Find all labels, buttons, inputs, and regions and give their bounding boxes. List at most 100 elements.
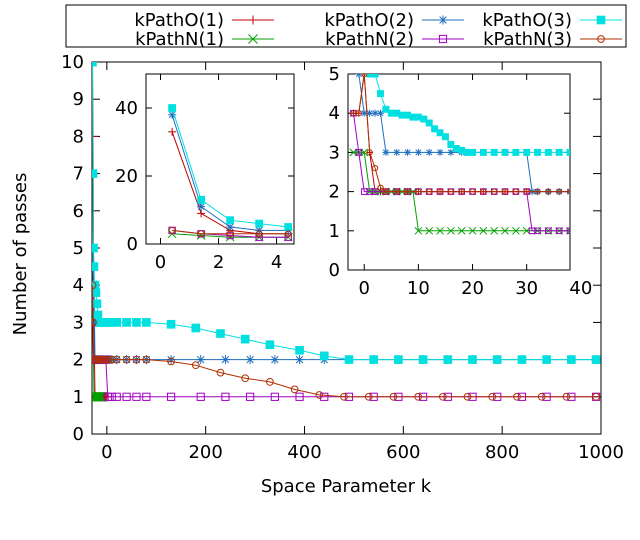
main-point-kpatho-3 (468, 355, 477, 364)
inset-left-ytick-label: 40 (115, 98, 138, 119)
inset-right-point-kpatho-3 (425, 119, 433, 127)
main-ytick-label: 9 (73, 89, 84, 110)
main-ytick-label: 10 (61, 52, 84, 73)
legend-label-kpatho-1: kPathO(1) (134, 10, 224, 31)
main-point-kpathn-1 (93, 391, 103, 402)
inset-right-ytick-label: 1 (329, 221, 340, 242)
inset-left-point-kpathn-2 (226, 231, 234, 240)
inset-right-point-kpathn-3 (501, 188, 509, 195)
main-point-kpathn-2 (107, 392, 116, 401)
inset-left-xtick-label: 2 (213, 252, 224, 273)
main-point-kpathn-3 (340, 392, 348, 401)
main-point-kpathn-3 (414, 392, 423, 401)
inset-left-xtick-label: 4 (271, 252, 282, 273)
main-point-kpatho-2 (245, 355, 255, 365)
inset-right-point-kpatho-2 (404, 148, 412, 156)
legend-box (65, 4, 627, 48)
main-xtick-label: 0 (101, 442, 112, 463)
inset-left-ytick-label: 20 (115, 166, 138, 187)
inset-right-point-kpathn-3 (523, 188, 530, 195)
inset-right-series-group (349, 74, 570, 235)
main-ytick-label: 8 (73, 126, 84, 147)
inset-left-point-kpathn-3 (197, 230, 205, 238)
inset-right-point-kpatho-3 (544, 148, 552, 156)
legend-label-kpatho-2: kPathO(2) (324, 10, 414, 31)
inset-right-point-kpatho-3 (490, 148, 498, 156)
inset-right-point-kpatho-2 (414, 148, 422, 156)
main-point-kpatho-3 (418, 355, 428, 364)
main-point-kpathn-3 (241, 374, 250, 383)
main-point-kpatho-3 (112, 318, 122, 327)
inset-right-point-kpathn-2 (566, 227, 570, 235)
main-point-kpathn-3 (142, 355, 151, 364)
main-point-kpathn-3 (488, 392, 497, 401)
inset-right-point-kpatho-2 (382, 148, 390, 156)
inset-right-point-kpatho-2 (425, 148, 433, 156)
inset-left-series-group (167, 104, 293, 242)
inset-left-point-kpatho-1 (197, 209, 206, 218)
main-point-kpatho-3 (92, 262, 99, 271)
main-point-kpatho-3 (591, 355, 601, 364)
inset-right-point-kpathn-3 (480, 188, 487, 195)
main-ytick-label: 7 (73, 164, 84, 185)
main-point-kpathn-3 (94, 355, 102, 364)
main-point-kpathn-1 (92, 391, 102, 402)
inset-right-point-kpathn-3 (377, 184, 384, 191)
inset-right-point-kpathn-1 (425, 226, 434, 235)
main-point-kpathn-2 (295, 392, 304, 401)
main-point-kpatho-3 (542, 355, 551, 364)
inset-right-point-kpathn-1 (501, 226, 509, 235)
inset-right-point-kpathn-3 (556, 188, 563, 195)
main-point-kpatho-3 (92, 169, 98, 178)
main-xtick-label: 200 (188, 442, 222, 463)
inset-right-point-kpathn-1 (490, 226, 499, 235)
main-point-kpatho-2 (196, 355, 206, 365)
main-point-kpathn-2 (132, 392, 141, 401)
main-point-kpatho-3 (191, 323, 201, 333)
main-point-kpathn-3 (562, 392, 571, 401)
main-point-kpathn-3 (364, 392, 373, 401)
main-point-kpathn-3 (103, 355, 112, 364)
inset-right-xtick-label: 40 (569, 278, 592, 299)
main-point-kpathn-3 (266, 378, 274, 386)
inset-right-ytick-label: 0 (329, 260, 340, 281)
main-point-kpathn-3 (107, 355, 116, 364)
inset-right-point-kpathn-2 (371, 188, 379, 195)
inset-right-xtick-label: 20 (461, 278, 484, 299)
inset-left-plot: 0 20 40 0 2 4 (115, 73, 295, 273)
main-point-kpathn-3 (167, 357, 175, 366)
inset-right-point-kpathn-3 (566, 188, 570, 195)
main-point-kpathn-1 (97, 391, 107, 402)
main-point-kpathn-3 (92, 281, 97, 290)
main-point-kpatho-3 (92, 288, 101, 297)
main-point-kpathn-2 (320, 392, 329, 401)
y-axis-label: Number of passes (10, 173, 31, 336)
main-ytick-label: 3 (73, 312, 84, 333)
inset-right-point-kpatho-3 (431, 125, 439, 133)
main-point-kpathn-2 (246, 392, 255, 401)
inset-right-point-kpatho-2 (355, 74, 363, 78)
inset-left-point-kpatho-2 (226, 223, 235, 231)
inset-right-xtick-label: 0 (359, 278, 370, 299)
main-point-kpathn-2 (122, 392, 131, 401)
main-point-kpatho-3 (92, 62, 97, 67)
inset-right-point-kpathn-1 (436, 226, 444, 235)
inset-left-point-kpatho-3 (168, 104, 177, 112)
inset-left-line-kpathn-3 (172, 229, 289, 235)
main-point-kpathn-2 (166, 392, 176, 401)
main-point-kpatho-3 (369, 355, 379, 364)
main-point-kpathn-2 (112, 392, 121, 401)
main-point-kpathn-3 (112, 355, 121, 364)
main-point-kpathn-3 (463, 392, 472, 401)
inset-right-xtick-label: 10 (407, 278, 430, 299)
inset-left-point-kpathn-3 (284, 230, 292, 238)
main-point-kpathn-1 (95, 391, 105, 402)
inset-right-point-kpathn-3 (393, 188, 400, 195)
inset-right-point-kpathn-1 (479, 226, 488, 235)
inset-right-point-kpatho-2 (376, 109, 384, 117)
inset-left-point-kpatho-3 (284, 223, 293, 231)
inset-right-ytick-label: 2 (329, 182, 340, 203)
main-xtick-label: 800 (485, 442, 519, 463)
inset-right-point-kpatho-3 (420, 115, 428, 123)
